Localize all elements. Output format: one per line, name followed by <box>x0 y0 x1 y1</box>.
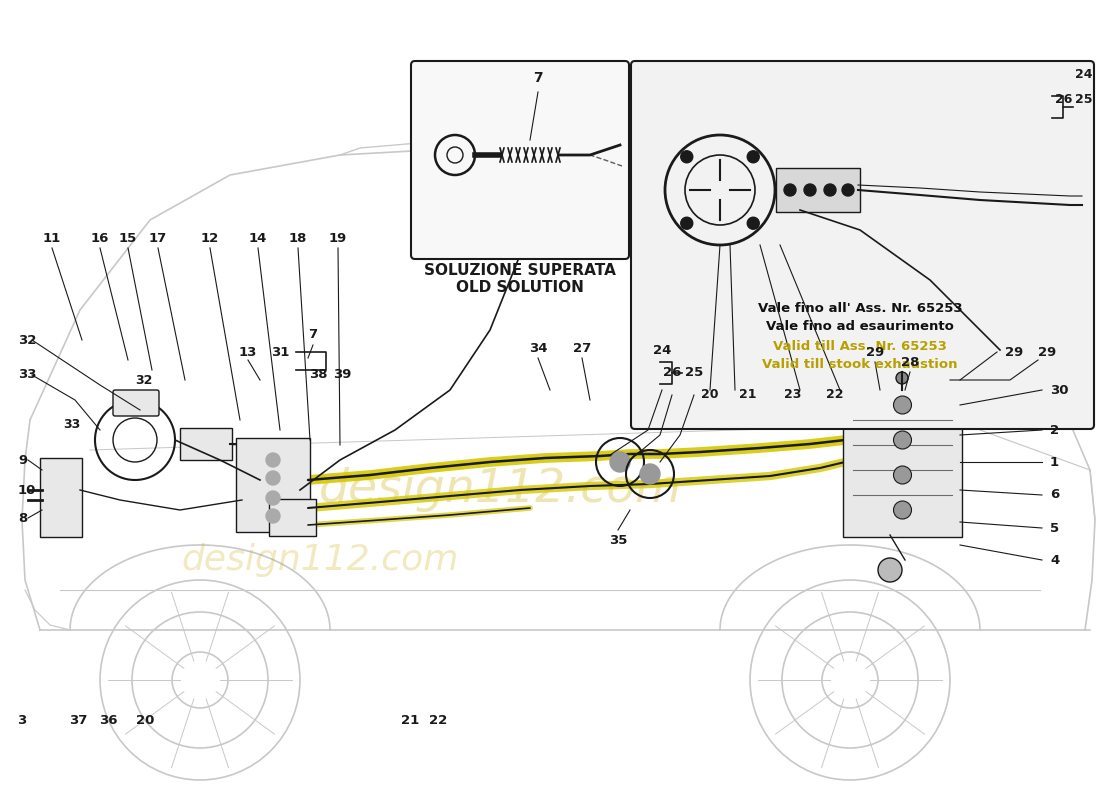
Text: 7: 7 <box>308 329 318 342</box>
FancyBboxPatch shape <box>113 390 160 416</box>
Circle shape <box>784 184 796 196</box>
Circle shape <box>266 491 280 505</box>
Circle shape <box>681 218 693 230</box>
Text: 36: 36 <box>99 714 118 726</box>
Text: 10: 10 <box>18 483 36 497</box>
Text: 5: 5 <box>1050 522 1059 534</box>
Text: 28: 28 <box>901 355 920 369</box>
Text: 20: 20 <box>702 388 718 401</box>
Text: 16: 16 <box>91 231 109 245</box>
Text: 21: 21 <box>739 388 757 401</box>
Text: 33: 33 <box>63 418 80 431</box>
Text: 9: 9 <box>18 454 28 466</box>
FancyBboxPatch shape <box>411 61 629 259</box>
Text: 4: 4 <box>1050 554 1059 566</box>
Circle shape <box>893 396 912 414</box>
FancyBboxPatch shape <box>776 168 860 212</box>
Text: 8: 8 <box>18 511 28 525</box>
Text: 14: 14 <box>249 231 267 245</box>
Circle shape <box>266 453 280 467</box>
Circle shape <box>747 150 759 162</box>
Text: 26: 26 <box>1055 93 1072 106</box>
Text: 33: 33 <box>18 369 36 382</box>
Text: 39: 39 <box>333 369 351 382</box>
Circle shape <box>804 184 816 196</box>
Text: Valid till stook exhaustion: Valid till stook exhaustion <box>762 358 958 371</box>
Text: design112.com: design112.com <box>182 543 459 577</box>
Text: 32: 32 <box>18 334 36 346</box>
Circle shape <box>640 464 660 484</box>
Circle shape <box>896 372 907 384</box>
Text: 37: 37 <box>69 714 87 726</box>
Circle shape <box>893 466 912 484</box>
Circle shape <box>878 558 902 582</box>
Circle shape <box>842 184 854 196</box>
Text: 25: 25 <box>1075 93 1092 106</box>
Circle shape <box>266 471 280 485</box>
Circle shape <box>893 431 912 449</box>
Text: 11: 11 <box>43 231 62 245</box>
Text: 3: 3 <box>18 714 26 726</box>
Text: 17: 17 <box>148 231 167 245</box>
Text: 30: 30 <box>1050 383 1068 397</box>
Text: 25: 25 <box>685 366 703 378</box>
FancyBboxPatch shape <box>180 428 232 460</box>
Text: Valid till Ass. Nr. 65253: Valid till Ass. Nr. 65253 <box>773 340 947 353</box>
Text: 23: 23 <box>784 388 802 401</box>
Text: 7: 7 <box>534 71 542 85</box>
Text: 6: 6 <box>1050 489 1059 502</box>
Text: 19: 19 <box>329 231 348 245</box>
Text: 34: 34 <box>529 342 548 354</box>
Circle shape <box>893 501 912 519</box>
Circle shape <box>681 150 693 162</box>
Text: 35: 35 <box>608 534 627 546</box>
Text: 29: 29 <box>866 346 884 358</box>
Text: Vale fino ad esaurimento: Vale fino ad esaurimento <box>766 320 954 333</box>
Text: 21: 21 <box>400 714 419 726</box>
Circle shape <box>610 452 630 472</box>
Text: 32: 32 <box>135 374 153 386</box>
Text: 1: 1 <box>1050 455 1059 469</box>
FancyBboxPatch shape <box>631 61 1094 429</box>
Text: 22: 22 <box>429 714 447 726</box>
Text: 2: 2 <box>1050 423 1059 437</box>
Text: 24: 24 <box>652 343 671 357</box>
Text: 29: 29 <box>1038 346 1056 358</box>
Text: 22: 22 <box>826 388 844 401</box>
Circle shape <box>747 218 759 230</box>
FancyBboxPatch shape <box>40 458 82 537</box>
Circle shape <box>824 184 836 196</box>
Text: 18: 18 <box>289 231 307 245</box>
FancyBboxPatch shape <box>270 499 316 536</box>
Text: design112.com: design112.com <box>318 467 682 513</box>
FancyBboxPatch shape <box>236 438 310 532</box>
Text: 31: 31 <box>271 346 289 358</box>
Circle shape <box>266 509 280 523</box>
Text: 29: 29 <box>1005 346 1023 358</box>
Text: 38: 38 <box>309 369 328 382</box>
Text: OLD SOLUTION: OLD SOLUTION <box>456 280 584 295</box>
FancyBboxPatch shape <box>843 388 962 537</box>
Text: 20: 20 <box>135 714 154 726</box>
Text: 13: 13 <box>239 346 257 358</box>
Text: 15: 15 <box>119 231 138 245</box>
Text: SOLUZIONE SUPERATA: SOLUZIONE SUPERATA <box>425 263 616 278</box>
Text: 26: 26 <box>663 366 681 378</box>
Text: 12: 12 <box>201 231 219 245</box>
Text: 27: 27 <box>573 342 591 354</box>
Text: 24: 24 <box>1075 68 1092 81</box>
Text: Vale fino all' Ass. Nr. 65253: Vale fino all' Ass. Nr. 65253 <box>758 302 962 315</box>
